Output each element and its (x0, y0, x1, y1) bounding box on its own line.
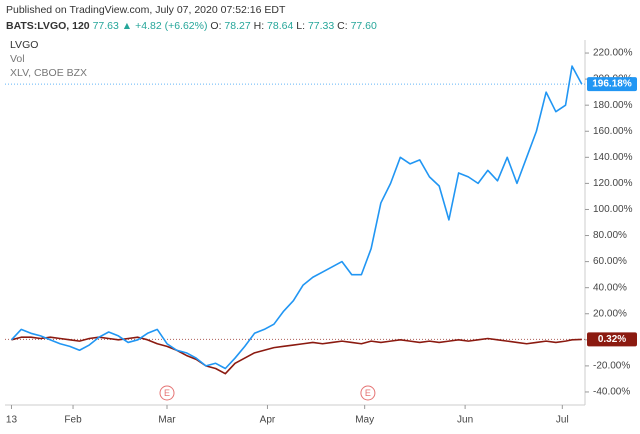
series-line (11, 336, 582, 375)
ohlc-value: 77.33 (307, 20, 335, 32)
y-tick-label: 20.00% (593, 308, 627, 319)
symbol-line: BATS:LVGO, 120 77.63 ▲ +4.82 (+6.62%) O:… (6, 18, 377, 34)
ohlc-key: O: (210, 20, 222, 32)
symbol: BATS:LVGO, 120 (6, 20, 90, 32)
legend-entry: LVGO (10, 39, 38, 51)
y-tick-label: 80.00% (593, 230, 627, 241)
last-value-label: 196.18% (592, 79, 632, 90)
ohlc-value: 78.64 (267, 20, 294, 32)
ohlc: O: 78.27 H: 78.64 L: 77.33 C: 77.60 (210, 20, 376, 32)
event-label: E (365, 388, 371, 398)
event-marker (360, 385, 376, 401)
header: Published on TradingView.com, July 07, 2… (6, 2, 377, 34)
y-tick-label: 60.00% (593, 256, 627, 267)
x-tick-label: Mar (158, 415, 176, 426)
x-tick-label: 13 (6, 415, 18, 426)
ohlc-value: 77.60 (350, 20, 377, 32)
x-tick-label: Feb (64, 415, 82, 426)
y-tick-label: 220.00% (593, 48, 633, 59)
published-line: Published on TradingView.com, July 07, 2… (6, 4, 286, 16)
arrow: ▲ (121, 20, 133, 32)
ohlc-key: H: (253, 20, 265, 32)
x-tick-label: Jun (457, 415, 473, 426)
last-value-box (587, 332, 637, 347)
ohlc-value: 78.27 (224, 20, 251, 32)
quote: 77.63 (92, 20, 119, 32)
ohlc-key: C: (337, 20, 348, 32)
x-tick-label: May (355, 415, 374, 426)
series-line (10, 65, 583, 370)
y-tick-label: 120.00% (593, 178, 633, 189)
last-value-label: 0.32% (598, 334, 626, 345)
y-tick-label: -20.00% (593, 361, 630, 372)
y-tick-label: 140.00% (593, 152, 633, 163)
event-marker (159, 385, 175, 401)
y-tick-label: 100.00% (593, 204, 633, 215)
y-tick-label: 180.00% (593, 100, 633, 111)
event-label: E (164, 388, 170, 398)
y-tick-label: 40.00% (593, 282, 627, 293)
legend-entry: Vol (10, 53, 25, 65)
legend-entry: XLV, CBOE BZX (10, 67, 87, 79)
x-tick-label: Apr (260, 415, 276, 426)
x-tick-label: Jul (556, 415, 569, 426)
y-tick-label: 160.00% (593, 126, 633, 137)
ohlc-key: L: (296, 20, 306, 32)
last-value-box (587, 77, 637, 92)
y-tick-label: -40.00% (593, 387, 630, 398)
change: +4.82 (+6.62%) (135, 20, 208, 32)
